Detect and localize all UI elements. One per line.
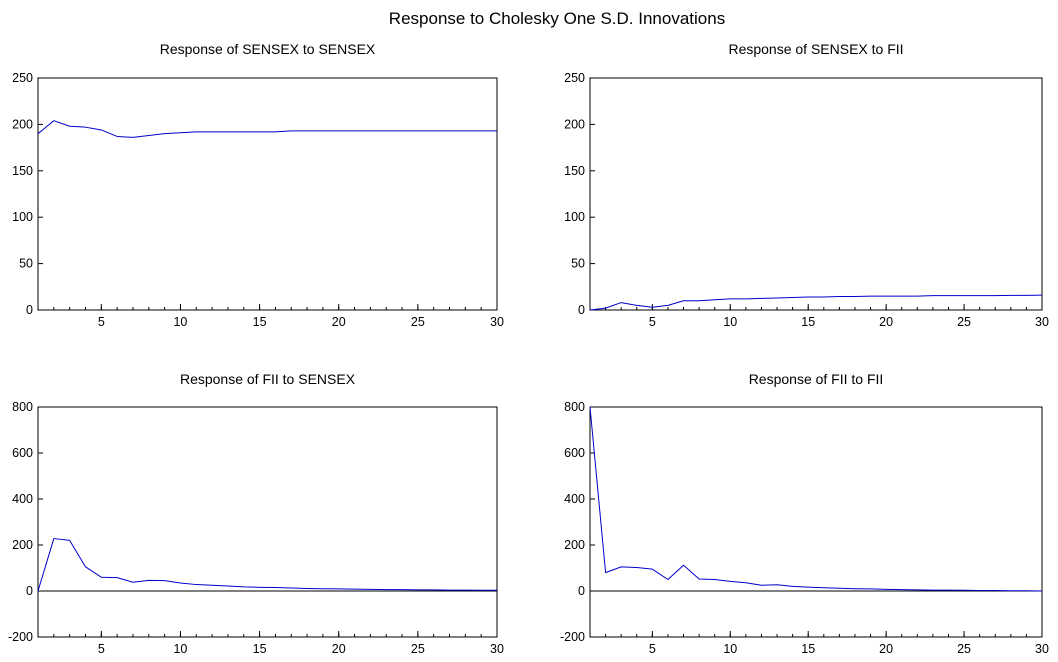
y-tick-label: 200 <box>564 117 585 131</box>
x-tick-label: 15 <box>253 642 267 656</box>
y-tick-label: 250 <box>12 71 33 85</box>
y-tick-label: 600 <box>12 446 33 460</box>
x-tick-label: 15 <box>801 642 815 656</box>
y-tick-label: 0 <box>26 584 33 598</box>
chart-panel-1: Response of SENSEX to SENSEX 0 50 100 150 200… <box>12 41 504 329</box>
x-tick-label: 15 <box>801 315 815 329</box>
series-line <box>37 120 497 138</box>
y-tick-label: 50 <box>571 257 585 271</box>
x-tick-label: 5 <box>649 315 656 329</box>
x-tick-label: 25 <box>411 642 425 656</box>
y-tick-label: 800 <box>12 400 33 414</box>
chart-panel-3: Response of FII to SENSEX -200 0 200 400 600 8… <box>8 371 504 656</box>
x-tick-label: 20 <box>332 315 346 329</box>
x-tick-label: 5 <box>98 642 105 656</box>
x-tick-label: 10 <box>173 315 187 329</box>
x-tick-label: 10 <box>723 642 737 656</box>
x-tick-label: 10 <box>723 315 737 329</box>
plot-frame <box>589 406 1043 638</box>
y-tick-label: 400 <box>12 492 33 506</box>
y-tick-label: 200 <box>564 538 585 552</box>
x-tick-label: 30 <box>490 642 504 656</box>
panel-title: Response of FII to SENSEX <box>180 371 356 387</box>
x-tick-label: 5 <box>98 315 105 329</box>
figure-title: Response to Cholesky One S.D. Innovation… <box>389 9 725 28</box>
y-tick-label: 200 <box>12 117 33 131</box>
series-line <box>589 294 1043 311</box>
x-tick-label: 25 <box>957 315 971 329</box>
x-tick-label: 30 <box>490 315 504 329</box>
x-tick-label: 20 <box>332 642 346 656</box>
y-tick-label: 0 <box>578 584 585 598</box>
x-tick-label: 25 <box>411 315 425 329</box>
plot-frame <box>589 77 1043 311</box>
x-tick-label: 10 <box>173 642 187 656</box>
series-line <box>37 538 497 592</box>
y-tick-label: 250 <box>564 71 585 85</box>
panel-title: Response of SENSEX to SENSEX <box>160 41 376 57</box>
y-tick-label: 400 <box>564 492 585 506</box>
x-tick-label: 5 <box>649 642 656 656</box>
panel-title: Response of SENSEX to FII <box>728 41 903 57</box>
y-tick-label: 0 <box>26 303 33 317</box>
y-tick-label: 50 <box>19 257 33 271</box>
plot-frame <box>37 406 498 638</box>
chart-panel-2: Response of SENSEX to FII 0 50 100 150 200 250… <box>564 41 1049 329</box>
y-tick-label: 100 <box>12 210 33 224</box>
x-tick-label: 25 <box>957 642 971 656</box>
x-tick-label: 30 <box>1035 642 1049 656</box>
x-tick-label: 20 <box>879 315 893 329</box>
y-tick-label: -200 <box>8 630 33 644</box>
y-tick-label: 150 <box>12 164 33 178</box>
x-tick-label: 30 <box>1035 315 1049 329</box>
y-tick-label: 150 <box>564 164 585 178</box>
y-tick-label: 200 <box>12 538 33 552</box>
y-tick-label: -200 <box>560 630 585 644</box>
x-tick-label: 20 <box>879 642 893 656</box>
chart-panel-4: Response of FII to FII -200 0 200 400 600 800 5… <box>560 371 1049 656</box>
y-tick-label: 600 <box>564 446 585 460</box>
y-tick-label: 800 <box>564 400 585 414</box>
y-tick-label: 100 <box>564 210 585 224</box>
panel-title: Response of FII to FII <box>749 371 884 387</box>
plot-frame <box>37 77 498 311</box>
series-line <box>589 406 1043 592</box>
y-tick-label: 0 <box>578 303 585 317</box>
x-tick-label: 15 <box>253 315 267 329</box>
